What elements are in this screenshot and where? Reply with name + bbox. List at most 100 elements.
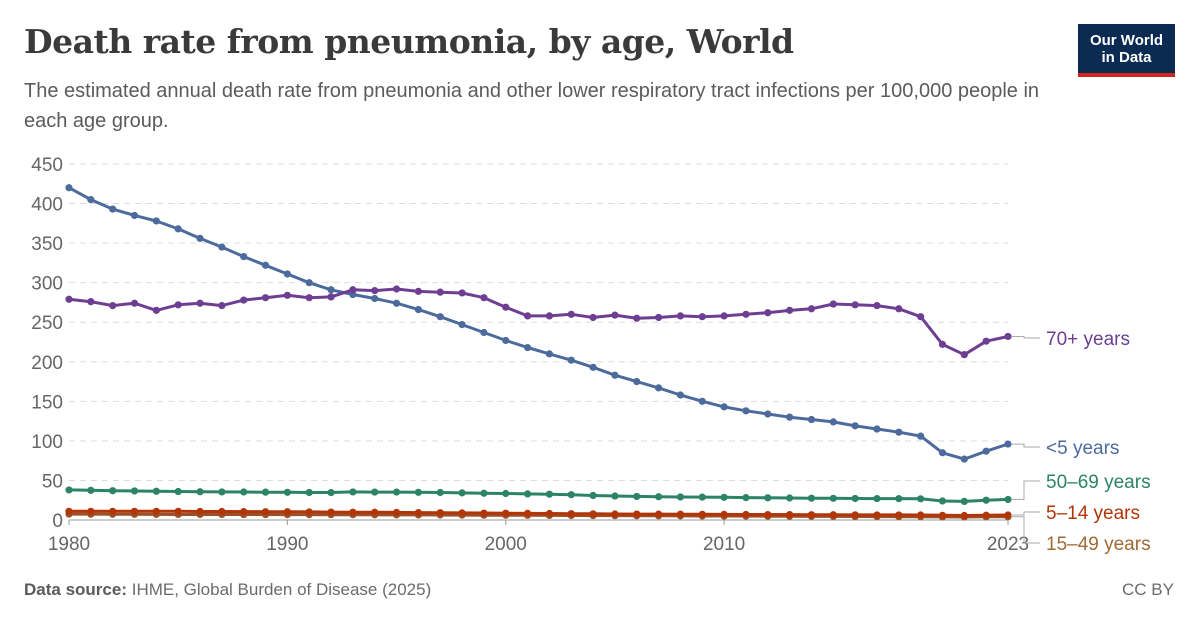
data-point xyxy=(131,508,138,515)
data-point xyxy=(852,511,859,518)
data-point xyxy=(153,217,160,224)
data-point xyxy=(917,433,924,440)
data-point xyxy=(568,357,575,364)
data-point xyxy=(852,301,859,308)
data-point xyxy=(895,495,902,502)
series-labels: 70+ years<5 years50–69 years5–14 years15… xyxy=(1012,329,1151,555)
data-point xyxy=(895,511,902,518)
data-point xyxy=(327,286,334,293)
data-point xyxy=(589,510,596,517)
data-point xyxy=(480,509,487,516)
data-point xyxy=(284,508,291,515)
data-point xyxy=(568,491,575,498)
data-point xyxy=(677,493,684,500)
data-point xyxy=(873,302,880,309)
data-point xyxy=(349,488,356,495)
data-point xyxy=(699,494,706,501)
data-point xyxy=(721,511,728,518)
data-point xyxy=(611,372,618,379)
data-point xyxy=(589,364,596,371)
data-point xyxy=(415,288,422,295)
data-point xyxy=(961,351,968,358)
data-point xyxy=(218,302,225,309)
series-label: 70+ years xyxy=(1046,329,1130,350)
data-point xyxy=(393,488,400,495)
data-point xyxy=(262,508,269,515)
y-tick-label: 50 xyxy=(42,471,63,492)
x-tick-label: 2010 xyxy=(703,534,745,555)
x-tick-label: 2000 xyxy=(485,534,527,555)
data-point xyxy=(655,384,662,391)
data-point xyxy=(764,410,771,417)
data-point xyxy=(655,493,662,500)
data-point xyxy=(131,300,138,307)
data-point xyxy=(699,511,706,518)
data-point xyxy=(284,292,291,299)
data-point xyxy=(502,490,509,497)
data-point xyxy=(1004,496,1011,503)
data-point xyxy=(87,508,94,515)
data-point xyxy=(327,489,334,496)
leader-line xyxy=(1012,337,1040,339)
x-axis: 1980 1990 2000 2010 2023 xyxy=(48,520,1029,555)
data-point xyxy=(437,489,444,496)
data-point xyxy=(961,455,968,462)
data-point xyxy=(480,329,487,336)
data-point xyxy=(65,296,72,303)
data-point xyxy=(524,490,531,497)
x-tick-label: 1980 xyxy=(48,534,90,555)
data-point xyxy=(65,508,72,515)
y-tick-label: 250 xyxy=(31,313,63,334)
data-point xyxy=(742,511,749,518)
data-point xyxy=(393,509,400,516)
data-point xyxy=(917,511,924,518)
data-point xyxy=(939,512,946,519)
data-point xyxy=(131,487,138,494)
gridlines xyxy=(69,164,1008,520)
license[interactable]: CC BY xyxy=(1122,580,1174,600)
x-tick-label: 2023 xyxy=(987,534,1029,555)
data-point xyxy=(873,495,880,502)
data-point xyxy=(196,508,203,515)
series-line xyxy=(69,289,1008,355)
data-point xyxy=(939,341,946,348)
data-point xyxy=(393,285,400,292)
data-point xyxy=(306,489,313,496)
data-point xyxy=(306,294,313,301)
data-point xyxy=(175,488,182,495)
data-point xyxy=(764,494,771,501)
data-point xyxy=(917,495,924,502)
data-point xyxy=(480,294,487,301)
data-point xyxy=(852,422,859,429)
data-point xyxy=(196,488,203,495)
data-point xyxy=(633,378,640,385)
y-tick-label: 0 xyxy=(52,511,63,532)
data-point xyxy=(983,448,990,455)
data-point xyxy=(852,495,859,502)
data-point xyxy=(873,511,880,518)
data-point xyxy=(786,511,793,518)
data-point xyxy=(502,337,509,344)
data-point xyxy=(349,509,356,516)
series-line xyxy=(69,188,1008,459)
data-point xyxy=(458,509,465,516)
data-point xyxy=(371,287,378,294)
data-point xyxy=(175,508,182,515)
data-point xyxy=(218,508,225,515)
data-point xyxy=(218,488,225,495)
y-tick-label: 350 xyxy=(31,234,63,255)
data-point xyxy=(371,295,378,302)
data-point xyxy=(327,508,334,515)
data-point xyxy=(589,314,596,321)
leader-line xyxy=(1012,444,1040,447)
y-axis: 050100150200250300350400450 xyxy=(31,155,63,532)
data-point xyxy=(742,494,749,501)
data-point xyxy=(1004,511,1011,518)
data-point xyxy=(655,314,662,321)
data-source-text[interactable]: IHME, Global Burden of Disease (2025) xyxy=(132,580,432,599)
series-line xyxy=(69,490,1008,502)
data-point xyxy=(131,212,138,219)
data-point xyxy=(109,205,116,212)
series-label: 5–14 years xyxy=(1046,503,1140,524)
